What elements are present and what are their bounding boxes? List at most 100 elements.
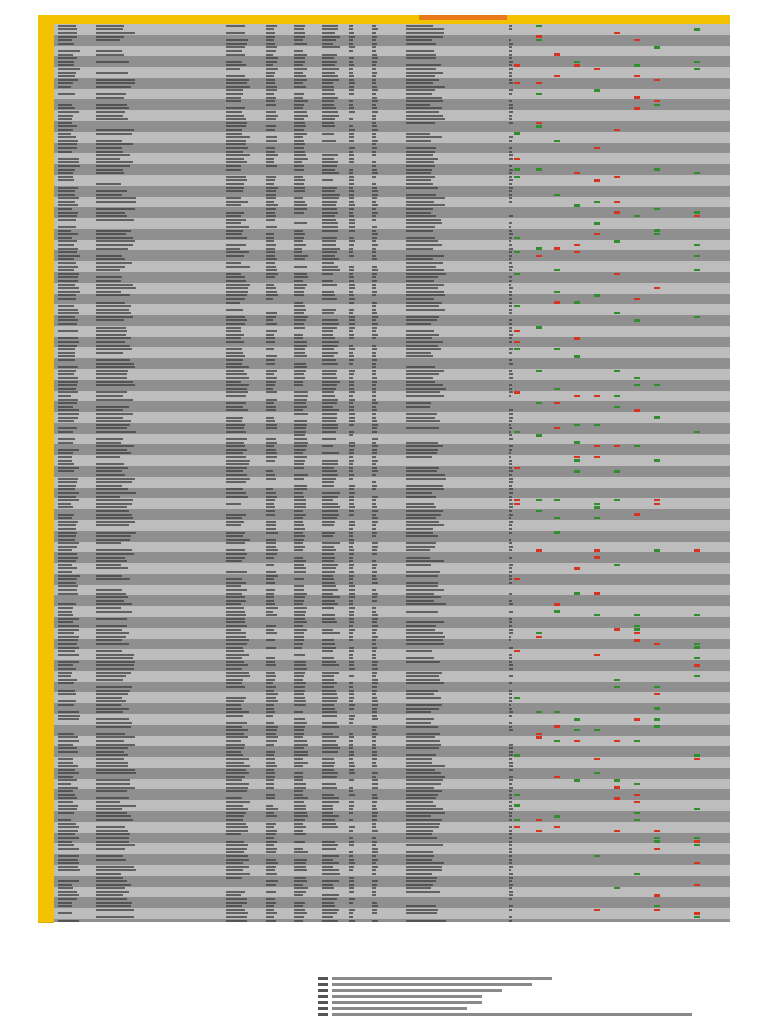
row-body — [54, 473, 730, 477]
table-cell — [372, 632, 377, 635]
table-cell — [509, 240, 512, 243]
status-marker — [514, 157, 520, 160]
table-cell — [58, 491, 80, 494]
table-cell — [226, 78, 250, 81]
table-cell — [322, 819, 335, 822]
table-cell — [406, 204, 445, 207]
table-cell — [266, 28, 275, 31]
table-cell — [322, 71, 336, 74]
row-body — [54, 196, 730, 201]
status-marker — [694, 836, 700, 840]
table-cell — [509, 384, 512, 387]
table-cell — [406, 466, 439, 469]
table-cell — [349, 279, 354, 282]
table-cell — [509, 57, 512, 60]
table-cell — [58, 786, 78, 789]
table-cell — [226, 477, 250, 480]
table-cell — [58, 477, 79, 480]
table-cell — [266, 459, 276, 462]
table-cell — [372, 682, 378, 685]
status-marker — [694, 664, 700, 667]
table-cell — [96, 686, 132, 689]
table-cell — [372, 531, 378, 534]
table-cell — [294, 779, 304, 782]
table-cell — [509, 556, 513, 559]
table-cell — [372, 747, 377, 750]
table-cell — [294, 869, 307, 872]
status-marker — [594, 294, 600, 297]
status-marker — [654, 168, 660, 171]
row-body — [54, 156, 730, 161]
table-cell — [372, 624, 378, 627]
table-cell — [509, 463, 512, 466]
table-cell — [349, 851, 353, 854]
table-cell — [294, 179, 305, 182]
table-cell — [266, 114, 278, 117]
table-cell — [96, 768, 136, 771]
table-cell — [372, 567, 376, 570]
table-cell — [96, 589, 122, 592]
table-cell — [266, 862, 278, 865]
table-cell — [349, 290, 353, 293]
table-cell — [349, 31, 355, 34]
table-cell — [96, 71, 129, 74]
table-cell — [226, 175, 246, 178]
table-cell — [406, 387, 446, 390]
table-cell — [322, 657, 334, 660]
table-cell — [226, 502, 241, 505]
table-cell — [226, 675, 250, 678]
table-cell — [266, 775, 276, 778]
table-cell — [406, 315, 439, 318]
table-cell — [58, 578, 77, 581]
status-marker — [594, 445, 600, 448]
table-cell — [226, 553, 247, 556]
table-cell — [349, 470, 353, 473]
table-cell — [294, 905, 303, 908]
table-cell — [509, 571, 512, 574]
table-cell — [509, 179, 513, 182]
table-cell — [372, 39, 377, 42]
row-body — [54, 462, 730, 467]
table-cell — [226, 844, 249, 847]
row-body — [54, 739, 730, 743]
table-cell — [406, 660, 441, 663]
table-cell — [372, 628, 377, 631]
row-body — [54, 139, 730, 143]
status-marker — [514, 272, 520, 275]
table-cell — [406, 599, 434, 602]
table-cell — [58, 351, 75, 354]
table-cell — [226, 786, 249, 789]
table-cell — [406, 172, 432, 175]
table-cell — [58, 535, 77, 538]
row-body — [54, 642, 730, 646]
table-cell — [349, 689, 354, 692]
table-cell — [349, 67, 354, 70]
table-cell — [58, 290, 80, 293]
table-cell — [226, 244, 246, 247]
table-row — [38, 347, 730, 353]
status-marker — [614, 829, 620, 832]
table-cell — [349, 71, 354, 74]
table-cell — [322, 67, 340, 70]
status-marker — [536, 818, 542, 822]
table-cell — [226, 639, 249, 642]
table-cell — [322, 725, 339, 728]
table-cell — [294, 592, 307, 595]
table-cell — [266, 251, 275, 254]
table-cell — [226, 916, 247, 919]
table-cell — [322, 578, 335, 581]
table-cell — [406, 721, 431, 724]
table-cell — [406, 179, 432, 182]
table-cell — [509, 459, 512, 462]
table-cell — [58, 344, 77, 347]
table-cell — [226, 60, 242, 63]
table-row — [38, 300, 730, 306]
table-cell — [294, 739, 308, 742]
table-cell — [226, 190, 244, 193]
table-cell — [372, 164, 376, 167]
table-cell — [294, 624, 304, 627]
table-cell — [294, 114, 308, 117]
table-cell — [226, 854, 248, 857]
table-cell — [226, 610, 245, 613]
table-cell — [266, 42, 275, 45]
